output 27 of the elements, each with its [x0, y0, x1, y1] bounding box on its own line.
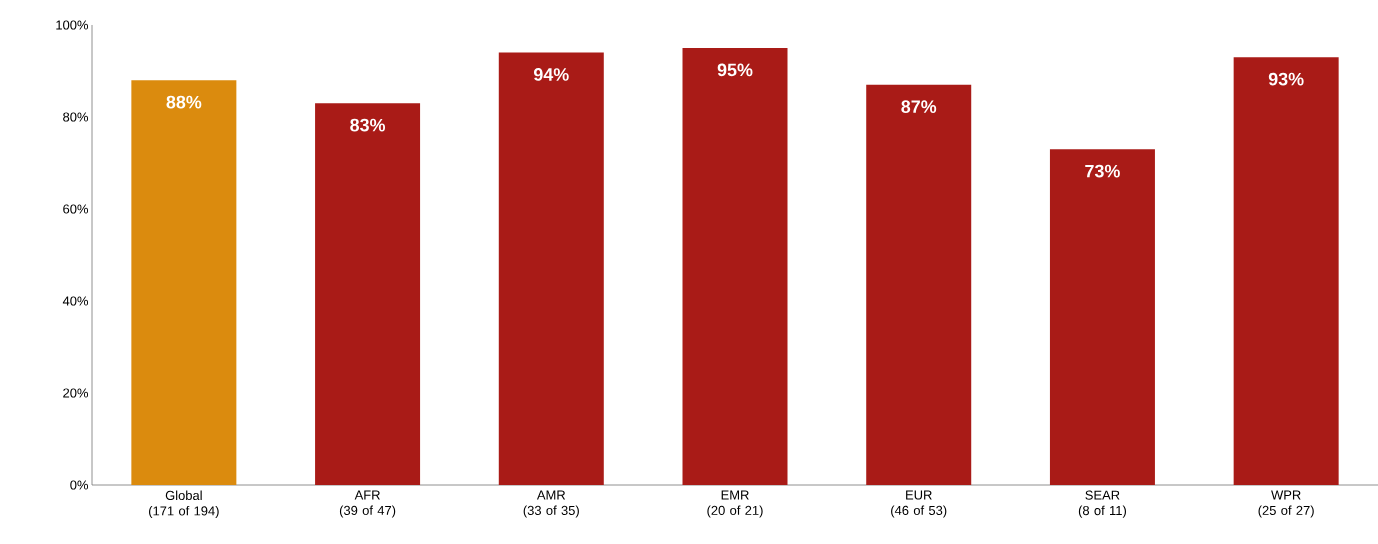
data-label: 73%: [1085, 164, 1120, 178]
data-label: 88%: [166, 95, 202, 109]
data-label: 93%: [1268, 72, 1304, 86]
data-label: 87%: [901, 100, 937, 114]
bar: [682, 48, 788, 485]
bar: [315, 103, 421, 485]
bar: [498, 52, 604, 485]
x-tick-label: AFR (39 of 47): [339, 490, 396, 518]
x-tick-label: WPR (25 of 27): [1258, 490, 1314, 518]
x-tick-label: AMR (33 of 35): [523, 490, 579, 518]
bar: [1233, 57, 1339, 485]
y-tick-label: 40%: [62, 296, 89, 306]
bar: [1049, 149, 1155, 485]
x-tick-label: SEAR (8 of 11): [1078, 490, 1126, 518]
y-tick-label: 100%: [56, 20, 89, 30]
y-tick-label: 80%: [63, 112, 89, 122]
bar: [866, 84, 972, 485]
x-tick-label: EUR (46 of 53): [891, 490, 947, 518]
data-label: 83%: [350, 118, 386, 132]
x-tick-label: Global (171 of 194): [149, 490, 219, 519]
data-label: 94%: [533, 68, 569, 81]
y-tick-label: 0%: [70, 480, 89, 490]
bar: [131, 80, 237, 485]
y-tick-label: 20%: [63, 388, 89, 398]
data-label: 95%: [717, 63, 753, 77]
x-tick-label: EMR (20 of 21): [707, 490, 763, 518]
y-tick-label: 60%: [63, 204, 89, 214]
